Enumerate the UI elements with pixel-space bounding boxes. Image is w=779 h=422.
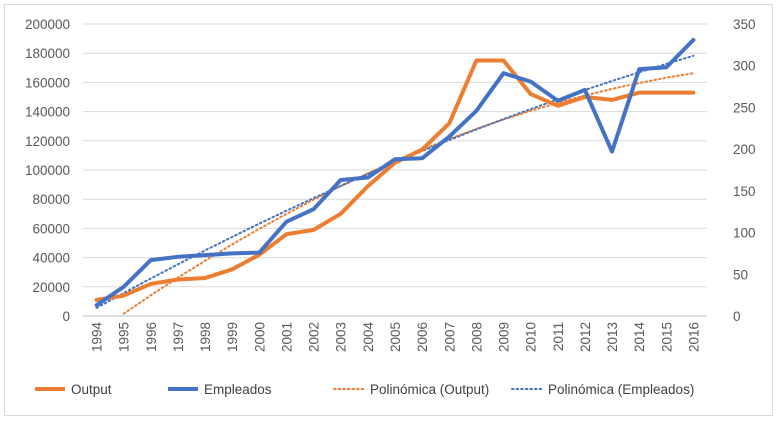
x-axis-tick-label: 2015 bbox=[659, 322, 674, 352]
gridlines bbox=[83, 23, 707, 317]
legend-label: Output bbox=[71, 382, 112, 397]
x-axis-tick-label: 2001 bbox=[279, 322, 294, 352]
x-axis-ticks: 1994 1995 1996 1997 1998 1999 2000 2001 2002 2003… bbox=[90, 322, 702, 353]
x-axis-tick-label: 2008 bbox=[469, 322, 484, 352]
x-axis-tick-label: 2006 bbox=[415, 322, 430, 352]
right-axis-ticks: 0 50 100 150 200 250 300 350 bbox=[733, 17, 756, 324]
x-axis-tick-label: 2009 bbox=[497, 322, 512, 352]
left-axis-tick-label: 120000 bbox=[25, 134, 70, 149]
trendlines bbox=[95, 54, 695, 315]
left-axis-tick-label: 200000 bbox=[25, 17, 70, 32]
left-axis-ticks: 0 20000 40000 60000 80000 100000 120000 140000 1… bbox=[25, 17, 70, 324]
left-axis-tick-label: 180000 bbox=[25, 46, 70, 61]
x-axis-tick-label: 2013 bbox=[605, 322, 620, 352]
x-axis-tick-label: 1997 bbox=[171, 322, 186, 352]
right-axis-tick-label: 150 bbox=[733, 184, 756, 199]
x-axis-tick-label: 2012 bbox=[578, 322, 593, 352]
right-axis-tick-label: 250 bbox=[733, 100, 756, 115]
x-axis-tick-label: 1998 bbox=[198, 322, 213, 352]
left-axis-tick-label: 60000 bbox=[32, 221, 70, 236]
series-lines bbox=[94, 37, 696, 308]
series-line-output bbox=[94, 58, 696, 302]
legend-label: Empleados bbox=[204, 382, 272, 397]
x-axis-tick-label: 2003 bbox=[334, 322, 349, 352]
left-axis-tick-label: 160000 bbox=[25, 75, 70, 90]
left-axis-tick-label: 140000 bbox=[25, 105, 70, 120]
legend: Output Empleados Polinómica (Output) Polinó… bbox=[35, 382, 694, 397]
x-axis-tick-label: 2002 bbox=[307, 322, 322, 352]
x-axis-tick-label: 2016 bbox=[686, 322, 701, 352]
left-axis-tick-label: 80000 bbox=[32, 192, 70, 207]
legend-label: Polinómica (Output) bbox=[370, 382, 489, 397]
x-axis-tick-label: 1999 bbox=[225, 322, 240, 352]
legend-label: Polinómica (Empleados) bbox=[548, 382, 694, 397]
x-axis-tick-label: 2014 bbox=[632, 322, 647, 353]
x-axis-tick-label: 1995 bbox=[117, 322, 132, 352]
left-axis-tick-label: 40000 bbox=[32, 251, 70, 266]
left-axis-tick-label: 20000 bbox=[32, 280, 70, 295]
x-axis-tick-label: 1996 bbox=[144, 322, 159, 352]
right-axis-tick-label: 350 bbox=[733, 17, 756, 32]
x-axis-tick-label: 2004 bbox=[361, 322, 376, 353]
right-axis-tick-label: 0 bbox=[733, 309, 741, 324]
right-axis-tick-label: 100 bbox=[733, 226, 756, 241]
x-axis-tick-label: 2005 bbox=[388, 322, 403, 352]
left-axis-tick-label: 100000 bbox=[25, 163, 70, 178]
right-axis-tick-label: 200 bbox=[733, 142, 756, 157]
x-axis-tick-label: 1994 bbox=[90, 322, 105, 353]
x-axis-tick-label: 2007 bbox=[442, 322, 457, 352]
trendline-empleados bbox=[95, 54, 695, 309]
right-axis-tick-label: 50 bbox=[733, 267, 748, 282]
series-line-empleados bbox=[94, 37, 696, 308]
right-axis-tick-label: 300 bbox=[733, 59, 756, 74]
left-axis-tick-label: 0 bbox=[62, 309, 70, 324]
x-axis-tick-label: 2010 bbox=[524, 322, 539, 352]
x-axis-tick-label: 2011 bbox=[551, 322, 566, 351]
chart-area bbox=[4, 4, 773, 416]
x-axis-tick-label: 2000 bbox=[252, 322, 267, 352]
